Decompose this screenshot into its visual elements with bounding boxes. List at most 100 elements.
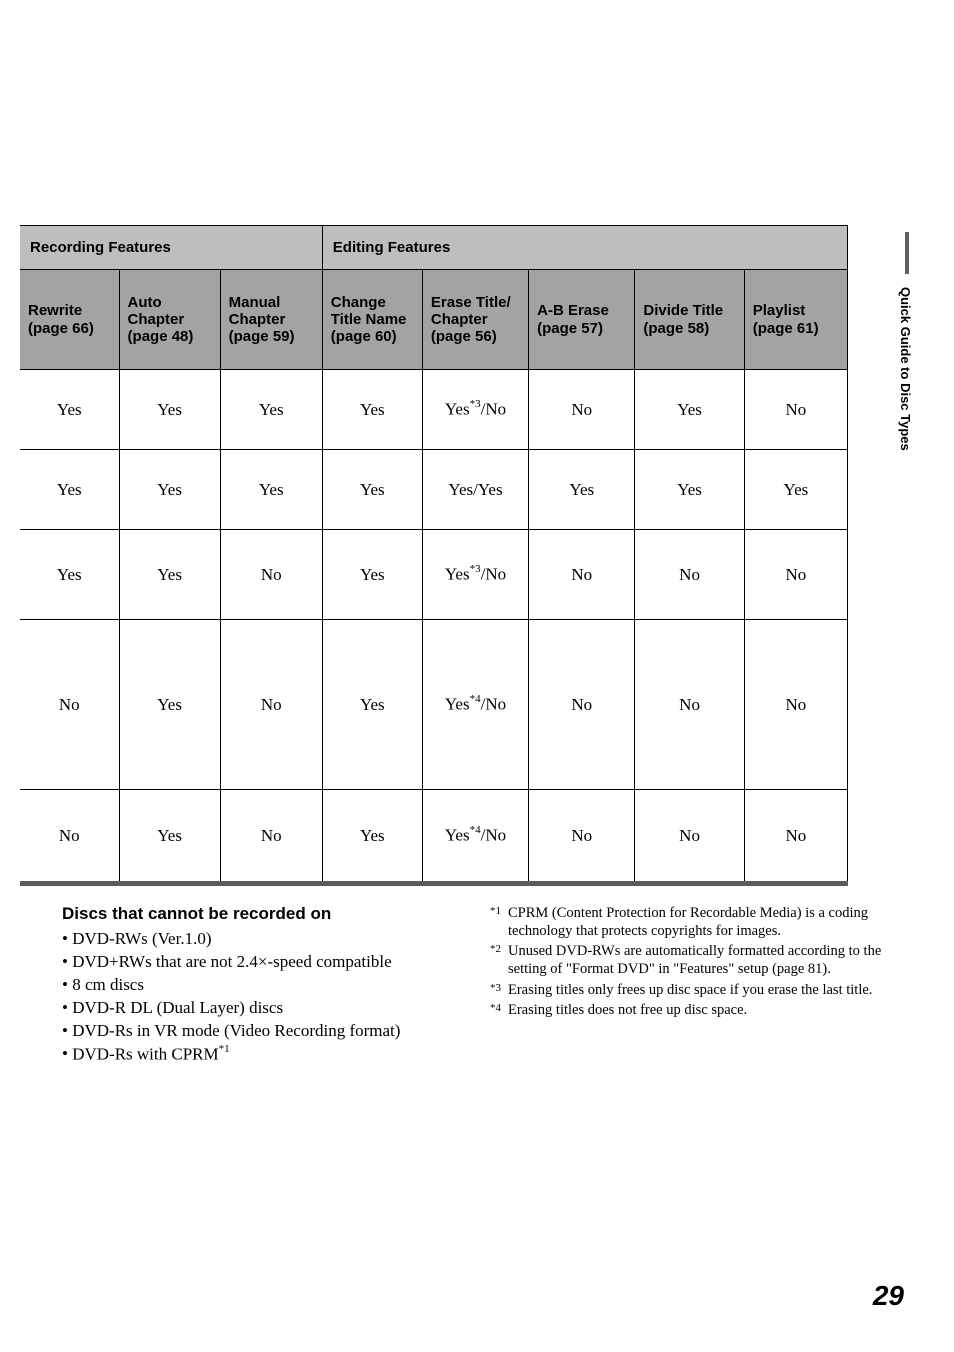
footnote-marker: *2: [490, 943, 508, 979]
table-header-row: Rewrite (page 66) Auto Chapter (page 48)…: [20, 270, 848, 370]
table-row: No Yes No Yes Yes*4/No No No No: [20, 620, 848, 790]
cell: Yes: [20, 370, 119, 450]
cell: Yes: [744, 450, 847, 530]
footnote: *2 Unused DVD-RWs are automatically form…: [490, 942, 890, 978]
section-header-recording: Recording Features: [20, 226, 322, 270]
footnote-text: Erasing titles does not free up disc spa…: [508, 1001, 890, 1019]
col-page: (page 58): [643, 320, 709, 337]
cell: Yes: [322, 530, 422, 620]
discs-heading: Discs that cannot be recorded on: [62, 904, 462, 924]
col-title: A-B Erase: [537, 302, 609, 319]
footnote-text: Erasing titles only frees up disc space …: [508, 981, 890, 999]
footnotes: *1 CPRM (Content Protection for Recordab…: [490, 904, 890, 1066]
cell: No: [529, 370, 635, 450]
table-row: Yes Yes Yes Yes Yes/Yes Yes Yes Yes: [20, 450, 848, 530]
footnote: *4 Erasing titles does not free up disc …: [490, 1001, 890, 1019]
cell: No: [529, 790, 635, 884]
table-section-row: Recording Features Editing Features: [20, 226, 848, 270]
cell: No: [220, 620, 322, 790]
cell: Yes: [322, 620, 422, 790]
col-header-divide: Divide Title (page 58): [635, 270, 744, 370]
col-title: Manual Chapter: [229, 294, 286, 328]
cell: Yes: [119, 370, 220, 450]
cell: No: [529, 620, 635, 790]
col-header-rewrite: Rewrite (page 66): [20, 270, 119, 370]
table-row: Yes Yes Yes Yes Yes*3/No No Yes No: [20, 370, 848, 450]
cell: No: [744, 790, 847, 884]
footnote: *1 CPRM (Content Protection for Recordab…: [490, 904, 890, 940]
col-page: (page 57): [537, 320, 603, 337]
cell: No: [744, 530, 847, 620]
page: Quick Guide to Disc Types Recording Feat…: [0, 0, 954, 1352]
cell: No: [529, 530, 635, 620]
col-title: Erase Title/ Chapter: [431, 294, 511, 328]
lower-section: Discs that cannot be recorded on DVD-RWs…: [62, 904, 890, 1066]
footnote-marker: *4: [490, 1002, 508, 1020]
footnote: *3 Erasing titles only frees up disc spa…: [490, 981, 890, 999]
col-title: Rewrite: [28, 302, 82, 319]
cell: Yes: [119, 790, 220, 884]
col-page: (page 48): [128, 328, 194, 345]
cell: No: [20, 620, 119, 790]
col-header-erase: Erase Title/ Chapter (page 56): [422, 270, 528, 370]
cell: Yes: [20, 450, 119, 530]
footnote-text: Unused DVD-RWs are automatically formatt…: [508, 942, 890, 978]
cell: No: [635, 620, 744, 790]
cell: Yes: [635, 370, 744, 450]
list-item: DVD-Rs with CPRM*1: [62, 1043, 462, 1067]
list-item: DVD-R DL (Dual Layer) discs: [62, 997, 462, 1020]
cell: Yes*4/No: [422, 620, 528, 790]
list-item: DVD-RWs (Ver.1.0): [62, 928, 462, 951]
cell: Yes*4/No: [422, 790, 528, 884]
col-page: (page 56): [431, 328, 497, 345]
side-tab-label: Quick Guide to Disc Types: [898, 287, 913, 451]
cell: Yes: [322, 450, 422, 530]
section-header-editing: Editing Features: [322, 226, 847, 270]
col-title: Playlist: [753, 302, 806, 319]
cell: Yes: [119, 620, 220, 790]
cell: Yes: [529, 450, 635, 530]
col-page: (page 59): [229, 328, 295, 345]
cell: No: [220, 790, 322, 884]
list-item: 8 cm discs: [62, 974, 462, 997]
footnote-marker: *1: [490, 905, 508, 941]
table-row: No Yes No Yes Yes*4/No No No No: [20, 790, 848, 884]
col-page: (page 61): [753, 320, 819, 337]
col-title: Change Title Name: [331, 294, 407, 328]
cell: Yes: [119, 450, 220, 530]
col-title: Auto Chapter: [128, 294, 185, 328]
list-item: DVD-Rs in VR mode (Video Recording forma…: [62, 1020, 462, 1043]
cell: No: [220, 530, 322, 620]
cell: No: [20, 790, 119, 884]
col-header-change: Change Title Name (page 60): [322, 270, 422, 370]
col-header-auto: Auto Chapter (page 48): [119, 270, 220, 370]
cell: Yes: [20, 530, 119, 620]
cell: Yes: [220, 450, 322, 530]
cell: Yes: [220, 370, 322, 450]
footnote-marker: *3: [490, 982, 508, 1000]
footnote-text: CPRM (Content Protection for Recordable …: [508, 904, 890, 940]
col-header-ab: A-B Erase (page 57): [529, 270, 635, 370]
side-tab-bar: [905, 232, 909, 274]
col-header-manual: Manual Chapter (page 59): [220, 270, 322, 370]
cell: No: [744, 620, 847, 790]
list-item: DVD+RWs that are not 2.4×-speed compatib…: [62, 951, 462, 974]
cell: Yes*3/No: [422, 370, 528, 450]
cell: Yes: [322, 790, 422, 884]
discs-list: DVD-RWs (Ver.1.0) DVD+RWs that are not 2…: [62, 928, 462, 1066]
col-header-playlist: Playlist (page 61): [744, 270, 847, 370]
page-number: 29: [873, 1280, 904, 1312]
col-page: (page 66): [28, 320, 94, 337]
cell: No: [635, 530, 744, 620]
cell: Yes: [119, 530, 220, 620]
features-table: Recording Features Editing Features Rewr…: [20, 225, 848, 886]
cell: Yes: [635, 450, 744, 530]
cell: Yes*3/No: [422, 530, 528, 620]
cell: No: [635, 790, 744, 884]
discs-cannot-record: Discs that cannot be recorded on DVD-RWs…: [62, 904, 462, 1066]
cell: Yes/Yes: [422, 450, 528, 530]
cell: Yes: [322, 370, 422, 450]
table-row: Yes Yes No Yes Yes*3/No No No No: [20, 530, 848, 620]
cell: No: [744, 370, 847, 450]
col-page: (page 60): [331, 328, 397, 345]
